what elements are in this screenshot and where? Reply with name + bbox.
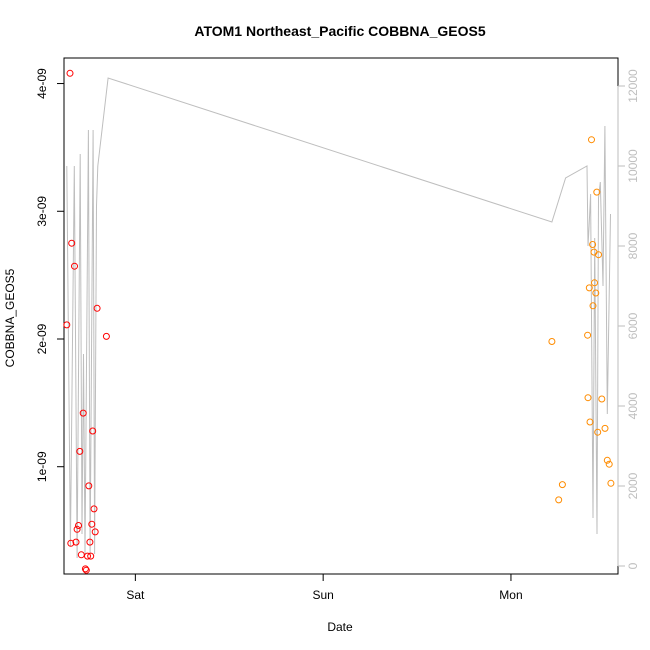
y-right-tick-label: 2000 xyxy=(626,472,640,499)
data-point-series-1 xyxy=(76,447,84,455)
data-point-series-1 xyxy=(86,538,94,546)
data-point-series-2 xyxy=(607,479,615,487)
data-point-series-2 xyxy=(601,424,609,432)
y-right-tick-label: 10000 xyxy=(626,149,640,183)
data-point-series-2 xyxy=(584,331,592,339)
data-point-series-2 xyxy=(585,284,593,292)
plot-frame xyxy=(63,57,619,575)
x-tick-label: Sat xyxy=(126,588,145,602)
data-point-series-1 xyxy=(77,551,85,559)
data-point-series-1 xyxy=(89,427,97,435)
data-point-series-1 xyxy=(68,239,76,247)
data-points xyxy=(63,69,615,574)
y-left-tick-label: 4e-09 xyxy=(35,68,49,99)
data-point-series-1 xyxy=(81,565,89,573)
data-point-series-2 xyxy=(588,136,595,144)
data-point-series-1 xyxy=(88,520,96,528)
data-point-series-2 xyxy=(592,289,600,297)
data-point-series-2 xyxy=(586,418,594,426)
data-point-series-2 xyxy=(605,460,613,468)
y-right-tick-label: 12000 xyxy=(626,69,640,103)
y-right-tick-label: 8000 xyxy=(626,232,640,259)
data-point-series-2 xyxy=(590,248,598,256)
data-point-series-1 xyxy=(71,262,78,270)
data-point-series-1 xyxy=(66,69,74,77)
y-right-tick-label: 0 xyxy=(626,562,640,569)
chart-title: ATOM1 Northeast_Pacific COBBNA_GEOS5 xyxy=(194,23,485,39)
data-point-series-2 xyxy=(595,251,602,259)
data-point-series-1 xyxy=(75,522,82,529)
data-point-series-1 xyxy=(90,505,98,513)
data-point-series-1 xyxy=(72,538,80,546)
data-point-series-2 xyxy=(598,395,606,403)
x-axis-label: Date xyxy=(327,620,353,634)
data-point-series-2 xyxy=(593,188,601,196)
data-point-series-1 xyxy=(93,304,101,312)
y-left-tick-label: 1e-09 xyxy=(35,451,49,482)
data-point-series-1 xyxy=(79,409,87,417)
y-axis-left: 1e-09 2e-09 3e-09 4e-09 xyxy=(35,68,64,482)
y-left-tick-label: 2e-09 xyxy=(35,323,49,354)
y-axis-right: 0 2000 4000 6000 8000 10000 12000 xyxy=(617,69,640,569)
x-tick-label: Mon xyxy=(499,588,522,602)
data-point-series-1 xyxy=(85,482,93,490)
data-point-series-1 xyxy=(67,539,75,547)
data-point-series-2 xyxy=(558,481,566,489)
x-axis: SatSunMonTue xyxy=(126,574,523,602)
data-point-series-2 xyxy=(594,428,602,436)
y-right-tick-label: 6000 xyxy=(626,312,640,339)
data-point-series-1 xyxy=(84,552,91,560)
data-point-series-2 xyxy=(589,241,597,248)
data-point-series-2 xyxy=(555,496,563,504)
data-point-series-1 xyxy=(73,525,81,533)
y-right-tick-label: 4000 xyxy=(626,392,640,419)
data-point-series-1 xyxy=(102,332,110,340)
data-point-series-1 xyxy=(82,566,90,574)
data-point-series-1 xyxy=(63,321,71,329)
data-point-series-2 xyxy=(548,338,556,345)
y-axis-label: COBBNA_GEOS5 xyxy=(3,268,17,367)
altitude-line xyxy=(66,77,611,559)
data-point-series-2 xyxy=(589,302,597,310)
data-point-series-2 xyxy=(591,279,598,287)
altitude-series xyxy=(66,77,611,559)
data-point-series-1 xyxy=(87,552,95,560)
x-tick-label: Sun xyxy=(312,588,333,602)
data-point-series-2 xyxy=(603,456,611,464)
y-left-tick-label: 3e-09 xyxy=(35,196,49,227)
data-point-series-2 xyxy=(584,394,592,402)
data-point-series-1 xyxy=(91,528,99,536)
